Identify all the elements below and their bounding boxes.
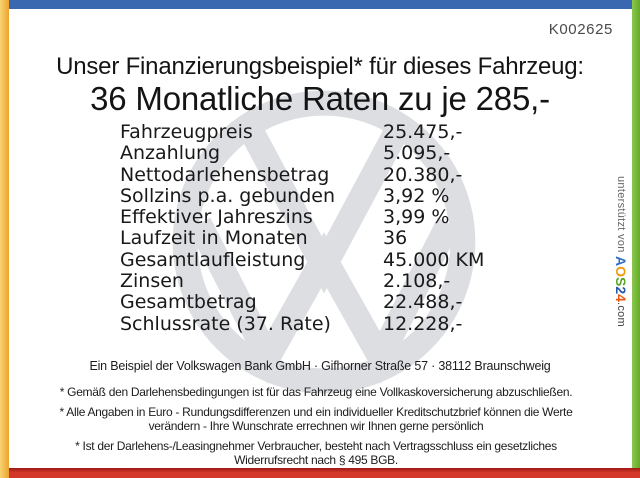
legal-note: * Ist der Darlehens-/Leasingnehmer Verbr…: [75, 439, 557, 467]
brand-letter: O: [613, 266, 629, 278]
offer-headline: 36 Monatliche Raten zu je 285,-: [90, 80, 550, 117]
finance-table: Fahrzeugpreis 25.475,- Anzahlung 5.095,- Net…: [120, 121, 485, 335]
legal-note: * Alle Angaben in Euro - Rundungsdiffere…: [59, 405, 573, 433]
vw-logo-watermark-icon: [168, 86, 480, 398]
row-value: 2.108,-: [383, 270, 451, 293]
table-row: Nettodarlehensbetrag 20.380,-: [120, 163, 484, 186]
aos24-logo: AOS24: [613, 256, 629, 302]
row-label: Sollzins p.a. gebunden: [120, 184, 335, 207]
frame-bar-top: [9, 0, 632, 9]
row-label: Schlussrate (37. Rate): [120, 312, 331, 335]
table-row: Zinsen 2.108,-: [120, 270, 484, 293]
row-label: Gesamtbetrag: [120, 291, 257, 314]
table-row: Anzahlung 5.095,-: [120, 142, 484, 165]
row-value: 45.000 KM: [383, 248, 485, 271]
brand-letter: 2: [613, 286, 629, 295]
brand-letter: S: [613, 277, 629, 287]
table-row: Laufzeit in Monaten 36: [120, 227, 484, 250]
row-label: Anzahlung: [120, 142, 221, 165]
table-row: Sollzins p.a. gebunden 3,92 %: [120, 184, 484, 207]
credit-suffix: .com: [615, 301, 627, 328]
row-value: 12.228,-: [383, 312, 463, 335]
row-value: 5.095,-: [383, 142, 451, 165]
credit-prefix: unterstützt von: [615, 176, 627, 257]
row-label: Fahrzeugpreis: [120, 121, 253, 143]
brand-letter: A: [613, 256, 629, 267]
row-label: Effektiver Jahreszins: [120, 206, 313, 229]
supported-by-credit: unterstützt von AOS24.com: [613, 176, 629, 327]
row-value: 3,92 %: [383, 184, 450, 207]
brand-letter: 4: [613, 294, 629, 302]
row-value: 20.380,-: [383, 163, 463, 186]
row-label: Laufzeit in Monaten: [120, 227, 308, 250]
row-label: Zinsen: [120, 270, 184, 293]
row-label: Nettodarlehensbetrag: [120, 163, 330, 186]
row-value: 22.488,-: [383, 291, 463, 314]
table-row: Effektiver Jahreszins 3,99 %: [120, 206, 484, 229]
offer-code: K002625: [548, 21, 613, 38]
table-row: Fahrzeugpreis 25.475,-: [120, 121, 484, 143]
row-value: 3,99 %: [383, 206, 450, 229]
table-row: Gesamtbetrag 22.488,-: [120, 291, 484, 314]
table-row: Gesamtlaufleistung 45.000 KM: [120, 248, 485, 271]
row-value: 36: [383, 227, 408, 250]
offer-intro-title: Unser Finanzierungsbeispiel* für dieses …: [56, 53, 584, 80]
row-label: Gesamtlaufleistung: [120, 248, 306, 271]
table-row: Schlussrate (37. Rate) 12.228,-: [120, 312, 484, 335]
legal-note: * Gemäß den Darlehensbedingungen ist für…: [59, 385, 573, 399]
legal-notes: * Gemäß den Darlehensbedingungen ist für…: [20, 385, 612, 473]
frame-bar-right: [632, 0, 640, 468]
frame-bar-left: [0, 0, 9, 478]
row-value: 25.475,-: [383, 121, 463, 143]
frame-bar-bottom: [9, 468, 640, 478]
bank-address-line: Ein Beispiel der Volkswagen Bank GmbH · …: [89, 359, 551, 373]
